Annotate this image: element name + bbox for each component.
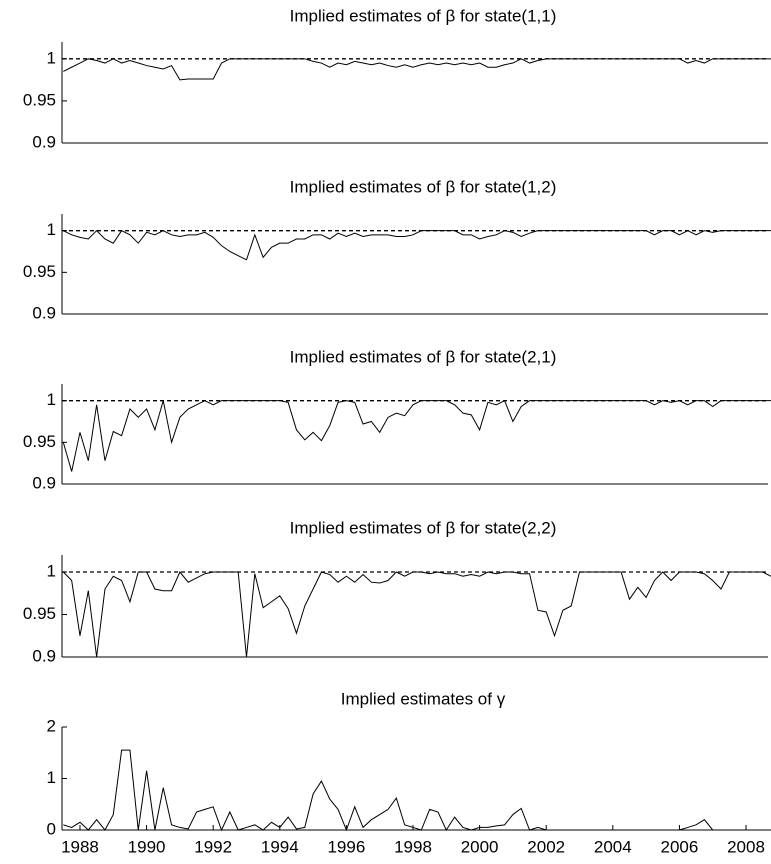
y-tick-label: 1	[47, 561, 56, 580]
x-tick-label: 2008	[727, 837, 765, 856]
x-tick-label: 1996	[327, 837, 365, 856]
chart-title: Implied estimates of β for state(2,2)	[290, 518, 557, 537]
y-tick-label: 0.9	[32, 646, 56, 665]
x-tick-label: 1998	[394, 837, 432, 856]
series-line	[63, 749, 771, 832]
y-tick-label: 0.95	[23, 604, 56, 623]
series-line	[63, 229, 771, 261]
x-tick-label: 1988	[61, 837, 99, 856]
chart-title: Implied estimates of β for state(1,1)	[290, 6, 557, 25]
series-line	[62, 399, 771, 472]
x-tick-label: 2002	[527, 837, 565, 856]
y-tick-label: 0.95	[23, 90, 56, 109]
y-tick-label: 0	[47, 819, 56, 838]
y-tick-label: 2	[47, 716, 56, 735]
series-line	[63, 58, 771, 81]
y-tick-label: 0.95	[23, 432, 56, 451]
chart-title: Implied estimates of β for state(1,2)	[290, 177, 557, 196]
y-tick-label: 1	[47, 768, 56, 787]
chart-title: Implied estimates of γ	[341, 689, 506, 708]
y-tick-label: 1	[47, 390, 56, 409]
x-tick-label: 2000	[461, 837, 499, 856]
chart-title: Implied estimates of β for state(2,1)	[290, 347, 557, 366]
y-tick-label: 0.9	[32, 132, 56, 151]
x-tick-label: 2004	[594, 837, 632, 856]
y-tick-label: 1	[47, 220, 56, 239]
y-tick-label: 1	[47, 48, 56, 67]
y-tick-label: 0.95	[23, 262, 56, 281]
x-tick-label: 1992	[194, 837, 232, 856]
series-line	[62, 571, 771, 658]
x-tick-label: 1990	[128, 837, 166, 856]
y-tick-label: 0.9	[32, 303, 56, 322]
y-tick-label: 0.9	[32, 473, 56, 492]
x-tick-label: 1994	[261, 837, 299, 856]
x-tick-label: 2006	[661, 837, 699, 856]
